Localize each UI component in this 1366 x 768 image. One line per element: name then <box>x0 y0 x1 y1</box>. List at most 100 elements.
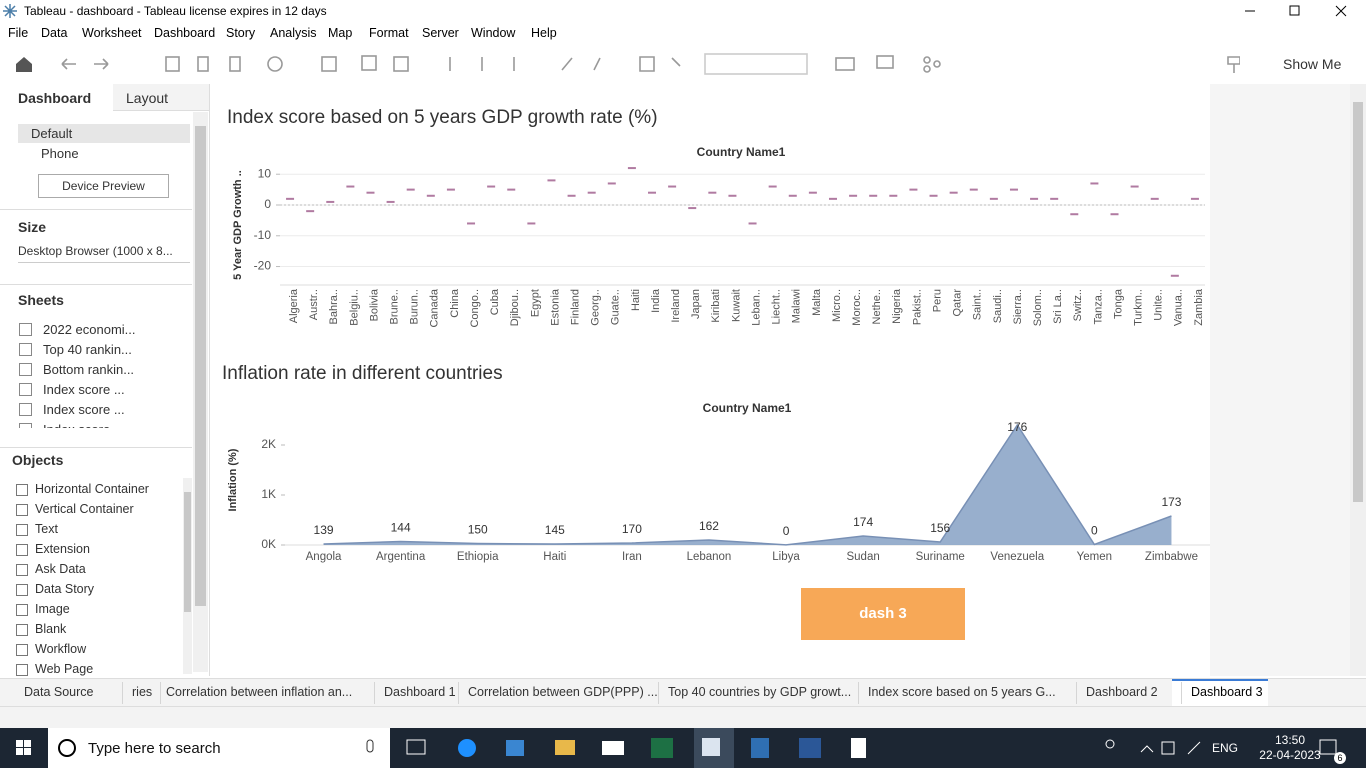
menu-item[interactable]: Dashboard <box>154 26 216 40</box>
sheet-tab[interactable]: Correlation between inflation an... <box>166 685 353 699</box>
tab-separator <box>122 682 123 704</box>
sheet-item[interactable]: Top 40 rankin... <box>43 342 132 357</box>
object-item[interactable]: Image <box>35 602 70 616</box>
sheet-icon <box>19 403 32 416</box>
sheet-tab[interactable]: Dashboard 2 <box>1086 685 1158 699</box>
toolbar <box>0 44 1366 85</box>
panel-tab[interactable]: Dashboard <box>18 90 92 106</box>
device-option[interactable]: Phone <box>41 146 79 161</box>
toolbar-icons[interactable] <box>0 48 1240 80</box>
sheet-icon <box>19 383 32 396</box>
object-item[interactable]: Data Story <box>35 582 95 596</box>
divider <box>0 447 192 448</box>
tab-separator <box>160 682 161 704</box>
menu-item[interactable]: Analysis <box>270 26 317 40</box>
language-indicator[interactable]: ENG <box>1212 741 1239 755</box>
menu-item[interactable]: Server <box>422 26 459 40</box>
size-dropdown[interactable]: Desktop Browser (1000 x 8... <box>18 244 190 263</box>
sheet-item[interactable]: Index score ... <box>43 402 125 417</box>
dashboard <box>210 84 1210 676</box>
section-heading: Sheets <box>18 292 64 308</box>
sheet-icon <box>19 323 32 336</box>
object-icon <box>16 664 28 676</box>
menu-item[interactable]: Data <box>41 26 68 40</box>
object-list: Horizontal Container Vertical Container Te… <box>0 478 180 676</box>
sheet-tab[interactable]: Correlation between GDP(PPP) ... <box>468 685 658 699</box>
selected-row <box>18 124 190 143</box>
object-icon <box>16 604 28 616</box>
object-icon <box>16 624 28 636</box>
title-bar <box>0 0 1366 22</box>
dashboard-button[interactable]: dash 3 <box>801 588 965 640</box>
object-item[interactable]: Ask Data <box>35 562 86 576</box>
sheet-tab[interactable]: Index score based on 5 years G... <box>868 685 1056 699</box>
active-tab <box>1172 679 1268 707</box>
object-item[interactable]: Blank <box>35 622 67 636</box>
menu-item[interactable]: Help <box>531 26 557 40</box>
sheet-item[interactable]: Index score ... <box>43 382 125 397</box>
sheet-item[interactable]: Bottom rankin... <box>43 362 135 377</box>
object-item[interactable]: Extension <box>35 542 90 556</box>
taskbar-icons[interactable] <box>0 728 1366 768</box>
sheet-item[interactable]: Index score <box>43 422 110 428</box>
object-icon <box>16 504 28 516</box>
object-icon <box>16 584 28 596</box>
menu-item[interactable]: Worksheet <box>82 26 142 40</box>
menu-item[interactable]: Map <box>328 26 353 40</box>
scrollbar[interactable] <box>183 478 192 674</box>
panel-tab[interactable]: Layout <box>126 90 169 106</box>
menu-item[interactable]: Window <box>471 26 516 40</box>
clock-time[interactable]: 13:50 <box>1274 733 1306 747</box>
sheet-icon <box>19 423 32 428</box>
object-item[interactable]: Workflow <box>35 642 87 656</box>
sheet-list: 2022 economi... Top 40 rankin... Bottom ra… <box>0 318 192 428</box>
object-icon <box>16 484 28 496</box>
section-heading: Size <box>18 219 47 235</box>
section-heading: Objects <box>12 452 64 468</box>
app-icon <box>3 4 17 18</box>
object-item[interactable]: Horizontal Container <box>35 482 149 496</box>
scrollbar[interactable] <box>193 112 208 672</box>
menu-item[interactable]: Story <box>226 26 256 40</box>
search-box[interactable]: Type here to search <box>88 740 221 757</box>
window-title: Tableau - dashboard - Tableau license ex… <box>24 4 327 18</box>
menu-item[interactable]: File <box>8 26 29 40</box>
side-panel <box>0 84 210 676</box>
tab-separator <box>1181 682 1182 704</box>
sheet-icon <box>19 363 32 376</box>
object-icon <box>16 524 28 536</box>
sheet-tab[interactable]: Data Source <box>24 685 94 699</box>
notification-badge[interactable]: 6 <box>1334 752 1346 764</box>
object-item[interactable]: Vertical Container <box>35 502 134 516</box>
sheet-tab[interactable]: Dashboard 1 <box>384 685 456 699</box>
device-option[interactable]: Default <box>31 126 73 141</box>
sheet-tab[interactable]: Dashboard 3 <box>1191 685 1263 699</box>
panel-tab-bg <box>113 84 209 111</box>
object-item[interactable]: Web Page <box>35 662 94 676</box>
tab-separator <box>374 682 375 704</box>
divider <box>0 284 192 285</box>
sheet-item[interactable]: 2022 economi... <box>43 322 136 337</box>
sheet-icon <box>19 343 32 356</box>
status-bar <box>0 706 1366 729</box>
window-controls[interactable] <box>1240 3 1360 19</box>
divider <box>0 209 192 210</box>
tab-separator <box>1076 682 1077 704</box>
device-preview-button[interactable]: Device Preview <box>38 174 169 198</box>
sheet-tab-bar <box>0 678 1366 707</box>
panel-tab-underline <box>0 84 110 112</box>
scrollbar[interactable] <box>1350 84 1366 676</box>
object-icon <box>16 564 28 576</box>
object-icon <box>16 544 28 556</box>
sheet-tab[interactable]: Top 40 countries by GDP growt... <box>668 685 852 699</box>
tab-separator <box>658 682 659 704</box>
tab-separator <box>858 682 859 704</box>
object-icon <box>16 644 28 656</box>
show-me-button[interactable]: Show Me <box>1283 56 1342 72</box>
sheet-tab[interactable]: ries <box>132 685 153 699</box>
object-item[interactable]: Text <box>35 522 58 536</box>
clock-date[interactable]: 22-04-2023 <box>1259 748 1321 762</box>
menu-item[interactable]: Format <box>369 26 409 40</box>
